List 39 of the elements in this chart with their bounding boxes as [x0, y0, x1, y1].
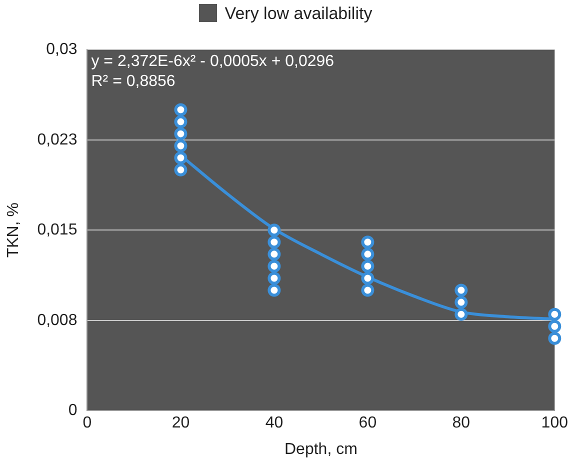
- x-tick-label: 100: [541, 414, 568, 432]
- point: [454, 284, 468, 297]
- x-tick-label: 80: [452, 414, 470, 432]
- point: [174, 115, 188, 128]
- y-tick-label: 0,03: [46, 41, 78, 58]
- legend-label: Very low availability: [224, 4, 372, 24]
- point: [361, 236, 374, 249]
- point: [174, 151, 188, 164]
- point: [268, 260, 281, 273]
- point: [361, 248, 374, 261]
- point: [268, 236, 281, 249]
- point: [454, 308, 468, 321]
- point: [548, 308, 562, 321]
- y-tick-label: 0,015: [37, 222, 78, 239]
- y-axis-title: TKN, %: [5, 202, 22, 258]
- point: [361, 272, 374, 285]
- point: [548, 320, 562, 333]
- y-tick-label: 0: [68, 402, 78, 420]
- y-tick-label: 0,023: [37, 131, 78, 148]
- x-axis-title: Depth, cm: [284, 440, 358, 458]
- point: [174, 103, 188, 116]
- point: [268, 284, 281, 297]
- x-tick-label: 60: [358, 414, 377, 432]
- point: [361, 260, 374, 273]
- x-tick-label: 0: [82, 414, 92, 432]
- annotation: R² = 0,8856: [91, 73, 176, 90]
- point: [268, 272, 281, 285]
- point: [268, 224, 281, 237]
- point: [454, 296, 468, 309]
- annotation: y = 2,372E-6x² - 0,0005x + 0,0296: [91, 53, 334, 70]
- point: [174, 163, 188, 176]
- point: [548, 332, 562, 345]
- x-tick-label: 40: [265, 414, 284, 432]
- point: [268, 248, 281, 261]
- point: [174, 127, 188, 140]
- point: [174, 139, 188, 152]
- x-tick-label: 20: [172, 414, 190, 432]
- point: [361, 284, 374, 297]
- y-tick-label: 0,008: [37, 312, 78, 329]
